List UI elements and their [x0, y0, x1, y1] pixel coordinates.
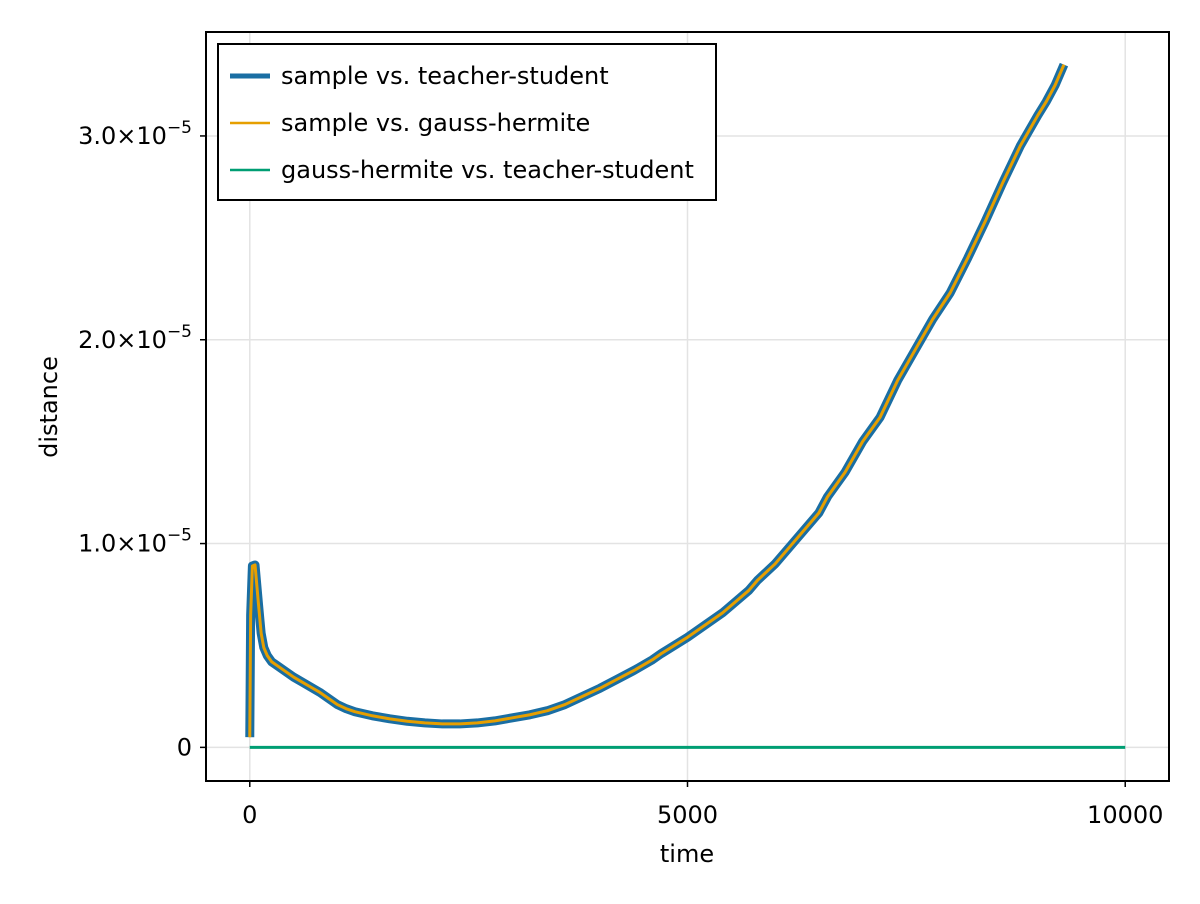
series-line-2 — [248, 64, 1066, 738]
y-tick-label: 2.0×10−5 — [78, 322, 192, 354]
x-tick-label: 0 — [242, 801, 257, 829]
legend: sample vs. teacher-student sample vs. gau… — [217, 43, 717, 201]
legend-label: gauss-hermite vs. teacher-student — [281, 156, 694, 184]
x-tick-label: 5000 — [657, 801, 718, 829]
y-tick-label: 3.0×10−5 — [78, 118, 192, 150]
legend-box — [217, 43, 717, 201]
y-tick-label: 1.0×10−5 — [78, 526, 192, 558]
y-axis-title: distance — [35, 356, 63, 458]
y-tick-label: 0 — [177, 733, 192, 761]
ticks: 0 5000 10000 0 1.0×10−5 2.0×10−5 3.0×10−5 — [78, 118, 1163, 829]
x-tick-label: 10000 — [1087, 801, 1163, 829]
legend-label: sample vs. gauss-hermite — [281, 109, 590, 137]
legend-label: sample vs. teacher-student — [281, 62, 609, 90]
series-group — [245, 62, 1126, 749]
x-axis-title: time — [660, 840, 714, 868]
